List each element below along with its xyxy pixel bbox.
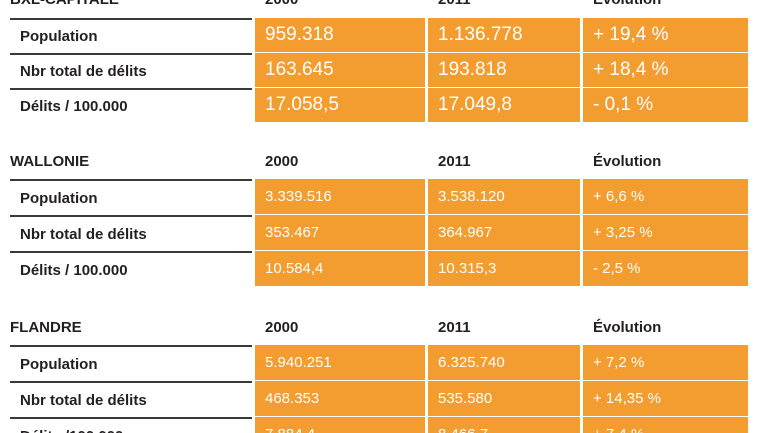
- row-label: Population: [10, 345, 252, 381]
- value-cell: + 7,4 %: [583, 417, 748, 433]
- value-cell: + 18,4 %: [583, 53, 748, 87]
- value-cell: 6.325.740: [428, 345, 580, 380]
- column-header: 2011: [438, 0, 590, 12]
- value-cell: 959.318: [255, 18, 425, 52]
- value-cell: + 7,2 %: [583, 345, 748, 380]
- column-header: 2000: [265, 0, 435, 12]
- column-header: 2011: [438, 318, 471, 336]
- section-title: WALLONIE: [10, 152, 90, 170]
- row-label: Délits /100.000: [10, 417, 252, 433]
- section-title: BXL-CAPITALE: [10, 0, 252, 12]
- value-cell: 10.584,4: [255, 251, 425, 286]
- value-cell: 17.058,5: [255, 88, 425, 122]
- value-cell: - 2,5 %: [583, 251, 748, 286]
- value-cell: - 0,1 %: [583, 88, 748, 122]
- value-cell: 8.466,7: [428, 417, 580, 433]
- value-cell: + 19,4 %: [583, 18, 748, 52]
- value-cell: 3.538.120: [428, 179, 580, 214]
- value-cell: 353.467: [255, 215, 425, 250]
- row-label: Nbr total de délits: [10, 215, 252, 251]
- column-header: Évolution: [593, 152, 662, 170]
- value-cell: 5.940.251: [255, 345, 425, 380]
- row-label: Délits / 100.000: [10, 251, 252, 287]
- value-cell: 1.136.778: [428, 18, 580, 52]
- value-cell: + 6,6 %: [583, 179, 748, 214]
- value-cell: 17.049,8: [428, 88, 580, 122]
- column-header: 2011: [438, 152, 471, 170]
- value-cell: 193.818: [428, 53, 580, 87]
- section-title: FLANDRE: [10, 318, 82, 336]
- value-cell: 3.339.516: [255, 179, 425, 214]
- column-header: Évolution: [593, 318, 662, 336]
- column-header: 2000: [265, 318, 299, 336]
- value-cell: 163.645: [255, 53, 425, 87]
- row-label: Délits / 100.000: [10, 88, 252, 123]
- row-label: Nbr total de délits: [10, 53, 252, 88]
- value-cell: 10.315,3: [428, 251, 580, 286]
- row-label: Population: [10, 179, 252, 215]
- value-cell: + 14,35 %: [583, 381, 748, 416]
- column-header: 2000: [265, 152, 299, 170]
- row-label: Population: [10, 18, 252, 53]
- column-header: Évolution: [593, 0, 758, 12]
- value-cell: 468.353: [255, 381, 425, 416]
- value-cell: + 3,25 %: [583, 215, 748, 250]
- row-label: Nbr total de délits: [10, 381, 252, 417]
- value-cell: 535.580: [428, 381, 580, 416]
- value-cell: 364.967: [428, 215, 580, 250]
- value-cell: 7.884,4: [255, 417, 425, 433]
